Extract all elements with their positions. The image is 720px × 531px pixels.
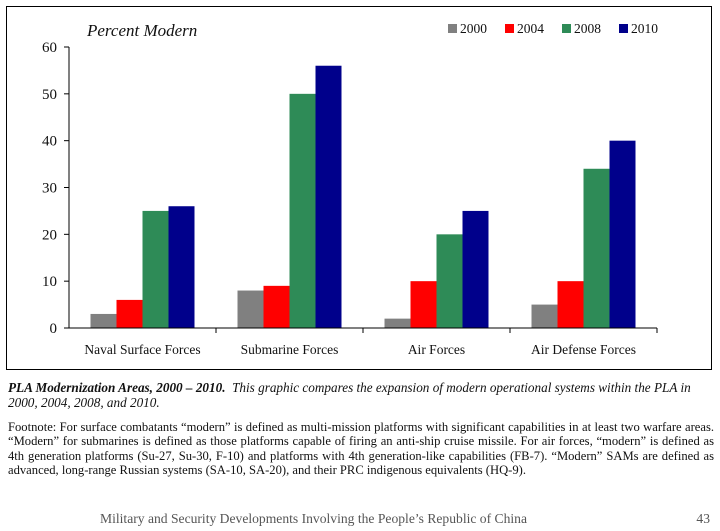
chart-title: Percent Modern <box>86 21 197 40</box>
bar-chart: Percent Modern 2000 2004 2008 2010 0 10 20 30 4… <box>42 21 658 357</box>
y-tick-label: 10 <box>42 274 57 290</box>
legend-label: 2004 <box>517 21 544 36</box>
bar-2004 <box>116 299 143 328</box>
caption-text: This graphic compares the expansion of m… <box>8 380 691 410</box>
x-tick-label: Air Defense Forces <box>531 342 636 357</box>
y-tick-label: 0 <box>50 321 58 337</box>
legend-swatch <box>619 24 628 33</box>
y-tick-label: 30 <box>42 181 57 197</box>
bar-2010 <box>168 206 195 328</box>
y-tick-label: 20 <box>42 227 57 243</box>
bar-2000 <box>90 313 117 328</box>
chart-legend: 2000 2004 2008 2010 <box>448 21 658 36</box>
legend-swatch <box>448 24 457 33</box>
legend-label: 2010 <box>631 21 658 36</box>
bar-2008 <box>289 93 316 328</box>
bar-2000 <box>531 304 558 328</box>
figure-caption: PLA Modernization Areas, 2000 – 2010. Th… <box>8 380 712 410</box>
y-tick-label: 40 <box>42 134 57 150</box>
bar-2010 <box>462 210 489 328</box>
x-tick-label: Submarine Forces <box>241 342 339 357</box>
bar-2008 <box>436 234 463 328</box>
legend-swatch <box>505 24 514 33</box>
bar-2004 <box>263 285 290 328</box>
bars-group <box>90 65 636 328</box>
bar-2010 <box>609 140 636 328</box>
x-tick-label: Air Forces <box>408 342 465 357</box>
bar-2000 <box>237 290 264 328</box>
x-axis: Naval Surface Forces Submarine Forces Air … <box>69 327 658 357</box>
x-tick-label: Naval Surface Forces <box>84 342 200 357</box>
caption-title: PLA Modernization Areas, 2000 – 2010. <box>8 380 226 395</box>
footnote: Footnote: For surface combatants “modern… <box>8 420 714 477</box>
y-axis: 0 10 20 30 40 50 60 <box>42 40 70 337</box>
bar-2008 <box>142 210 169 328</box>
page-footer-title: Military and Security Developments Invol… <box>100 511 527 526</box>
legend-label: 2000 <box>460 21 487 36</box>
legend-label: 2008 <box>574 21 601 36</box>
page-number: 43 <box>696 511 710 526</box>
legend-swatch <box>562 24 571 33</box>
bar-2000 <box>384 318 411 328</box>
y-tick-label: 50 <box>42 87 57 103</box>
bar-2004 <box>410 281 437 328</box>
bar-2004 <box>557 281 584 328</box>
chart-container: Percent Modern 2000 2004 2008 2010 0 10 20 30 4… <box>6 6 712 370</box>
bar-2010 <box>315 65 342 328</box>
y-tick-label: 60 <box>42 40 57 56</box>
bar-2008 <box>583 168 610 328</box>
